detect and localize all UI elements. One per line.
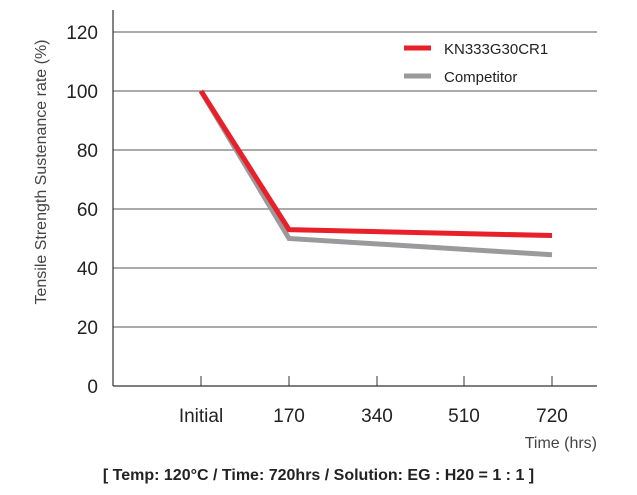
x-tick-label: 720 [536, 406, 568, 427]
y-tick-label: 40 [77, 259, 98, 280]
y-tick-label: 120 [66, 23, 98, 44]
gridlines [113, 31, 597, 387]
x-ticks: Initial 170 340 510 720 [179, 376, 568, 427]
legend-label-competitor: Competitor [444, 69, 517, 86]
y-tick-label: 60 [77, 200, 98, 221]
y-tick-label: 100 [66, 82, 98, 103]
y-tick-labels: 0 20 40 60 80 100 120 [66, 23, 98, 398]
series-lines [198, 89, 553, 258]
test-conditions-caption: [ Temp: 120°C / Time: 720hrs / Solution:… [102, 467, 535, 484]
y-tick-label: 0 [87, 377, 98, 398]
y-tick-label: 80 [77, 141, 98, 162]
y-axis-title: Tensile Strength Sustenance rate (%) [33, 39, 50, 304]
x-tick-label: 510 [448, 406, 480, 427]
x-axis-title: Time (hrs) [525, 435, 597, 452]
series-line-kn333g30cr1 [198, 89, 553, 239]
x-tick-label: Initial [179, 406, 223, 427]
x-tick-label: 340 [361, 406, 393, 427]
y-tick-label: 20 [77, 318, 98, 339]
line-chart: 0 20 40 60 80 100 120 Initial 170 340 510 720 Tens… [33, 10, 597, 452]
legend-label-kn333g30cr1: KN333G30CR1 [444, 41, 548, 58]
x-tick-label: 170 [273, 406, 305, 427]
legend: KN333G30CR1 Competitor [404, 41, 548, 86]
